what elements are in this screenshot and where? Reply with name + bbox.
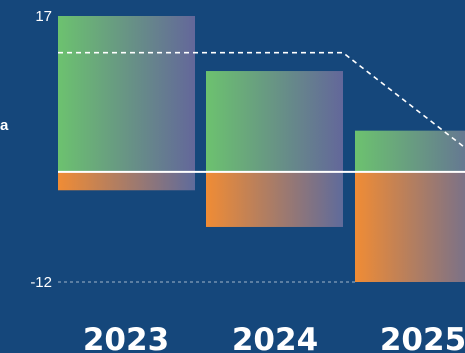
- labels-group: 17 -12 2023 2024 2025: [30, 8, 465, 353]
- x-category-label: 2024: [232, 322, 318, 353]
- dashed-trend-line: [58, 51, 465, 149]
- x-category-label: 2023: [83, 322, 169, 353]
- y-tick-label: 17: [35, 8, 52, 25]
- bar-negative-2025: [355, 171, 465, 282]
- y-tick-label: -12: [30, 274, 52, 291]
- bar-negative-2023: [58, 171, 195, 191]
- lines-group: [58, 51, 465, 283]
- partial-side-label: a: [0, 117, 9, 134]
- bar-positive-2023: [58, 16, 195, 172]
- bar-positive-2024: [206, 71, 343, 172]
- x-category-label: 2025: [380, 322, 465, 353]
- bars-group: [58, 16, 465, 282]
- bar-positive-2025: [355, 130, 465, 172]
- bar-negative-2024: [206, 171, 343, 227]
